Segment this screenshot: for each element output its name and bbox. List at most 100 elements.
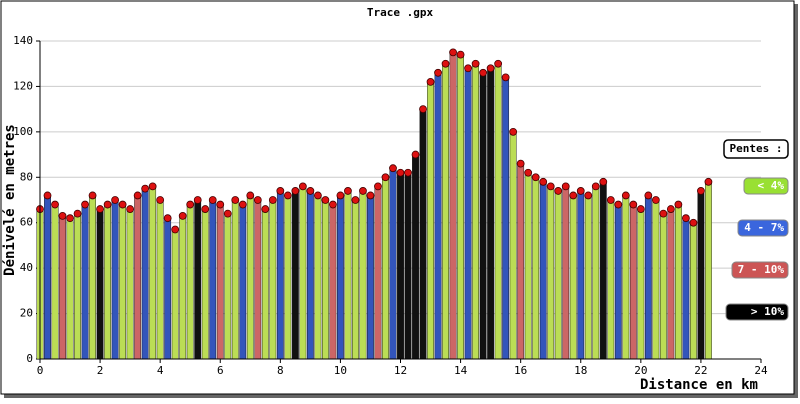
legend-swatch — [731, 261, 789, 279]
bar — [427, 81, 434, 360]
point — [261, 205, 270, 213]
bar — [239, 204, 247, 360]
bar — [216, 204, 224, 360]
point — [246, 191, 255, 200]
bar — [464, 68, 472, 360]
bar — [659, 213, 667, 360]
bar — [532, 177, 540, 360]
bar — [59, 215, 66, 360]
bar — [194, 199, 202, 360]
x-tick-label: 12 — [394, 364, 407, 377]
bar — [96, 208, 104, 360]
point — [359, 187, 367, 195]
point — [298, 182, 307, 191]
point — [141, 184, 150, 193]
bar — [502, 77, 510, 360]
legend-label: 7 - 10% — [738, 263, 785, 276]
point — [494, 59, 503, 68]
y-tick-label: 60 — [20, 216, 33, 229]
point — [569, 191, 578, 200]
bar — [201, 208, 209, 360]
bar — [547, 186, 555, 360]
point — [96, 205, 104, 213]
point — [591, 182, 600, 191]
legend-label: > 10% — [751, 305, 784, 318]
point — [321, 196, 330, 204]
point — [58, 211, 67, 220]
bar — [149, 186, 157, 360]
bar — [584, 195, 592, 360]
bar — [374, 186, 382, 360]
point — [238, 200, 247, 209]
bar — [81, 204, 89, 360]
point — [351, 196, 360, 204]
point — [441, 59, 450, 68]
point — [501, 73, 510, 82]
x-tick-label: 18 — [574, 364, 587, 377]
chart-title: Trace .gpx — [367, 6, 434, 19]
point — [81, 200, 89, 209]
bar — [705, 181, 712, 360]
point — [396, 168, 405, 177]
bar — [637, 208, 645, 360]
point — [674, 200, 683, 209]
bar — [246, 195, 254, 360]
bar — [134, 195, 142, 360]
bar — [449, 52, 457, 360]
bar — [344, 190, 352, 360]
point — [621, 191, 630, 200]
bar — [322, 199, 329, 360]
point — [659, 209, 668, 218]
point — [531, 173, 540, 182]
bar — [592, 186, 600, 360]
bar — [314, 195, 322, 360]
point — [516, 159, 525, 168]
bar — [607, 199, 615, 360]
point — [411, 150, 420, 159]
bar — [577, 190, 585, 360]
bar — [164, 217, 172, 360]
point — [329, 200, 337, 209]
point — [419, 105, 427, 114]
x-tick-label: 10 — [334, 364, 347, 377]
y-tick-label: 80 — [20, 170, 33, 183]
bar — [171, 229, 179, 360]
bar — [697, 190, 705, 360]
point — [381, 173, 390, 182]
bar — [494, 63, 502, 360]
bar — [74, 213, 81, 360]
bar — [419, 108, 427, 360]
bar — [269, 199, 277, 360]
bar — [509, 131, 517, 360]
point — [186, 200, 195, 209]
point — [426, 77, 435, 86]
point — [276, 187, 285, 195]
bar — [276, 190, 284, 360]
bar — [66, 217, 74, 360]
bar — [186, 204, 194, 360]
bar — [539, 181, 547, 360]
point — [456, 50, 465, 59]
x-axis-label: Distance en km — [640, 377, 758, 393]
bar — [126, 208, 134, 360]
point — [546, 182, 555, 191]
bar — [434, 72, 442, 360]
point — [178, 211, 187, 220]
point — [479, 68, 488, 77]
point — [554, 187, 563, 195]
bar — [111, 199, 119, 360]
bar — [412, 154, 419, 360]
point — [126, 205, 135, 213]
point — [111, 196, 120, 204]
point — [216, 200, 225, 209]
legend: Pentes : < 4% 4 - 7% 7 - 10% > 10% — [723, 139, 789, 321]
point — [171, 225, 180, 234]
bar — [397, 172, 404, 360]
bar — [524, 172, 532, 360]
bar — [367, 195, 374, 360]
bar — [599, 181, 607, 360]
point — [313, 191, 322, 200]
point — [163, 214, 172, 223]
